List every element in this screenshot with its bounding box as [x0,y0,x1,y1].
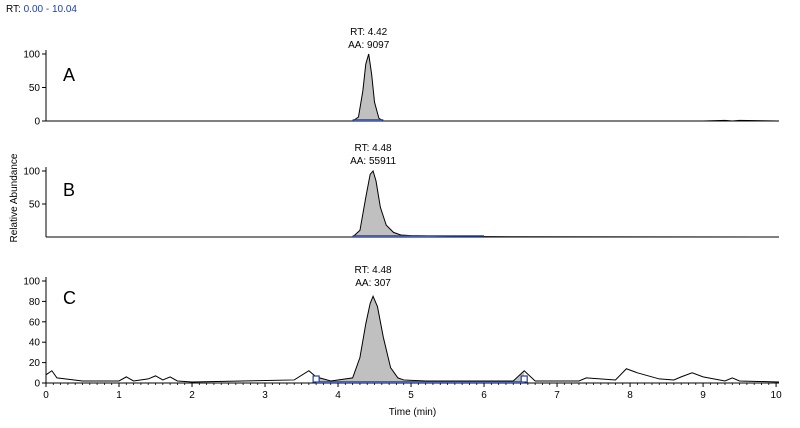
panel-a-ytick-label: 0 [34,117,40,128]
panel-c-peak-area [316,296,525,383]
x-tick-label: 6 [481,390,487,401]
x-tick-label: 1 [116,390,122,401]
panel-a-ytick-label: 100 [23,50,40,61]
panel-b-peak-area [352,171,485,237]
panel-c-ytick-label: 60 [29,317,41,328]
panel-b-label: B [63,180,75,200]
x-axis-label: Time (min) [389,407,436,418]
panel-c-ytick-label: 40 [29,338,41,349]
rt-label: RT: [6,4,21,15]
panel-c-baseline-marker [520,375,528,383]
x-tick-label: 2 [189,390,195,401]
x-tick-label: 8 [627,390,633,401]
x-tick-label: 4 [335,390,341,401]
x-tick-label: 0 [43,390,49,401]
panel-c-annotation-aa: AA: 307 [355,278,391,289]
panel-b-trace [46,169,780,238]
x-tick-label: 7 [554,390,560,401]
panel-a-annotation-aa: AA: 9097 [348,40,390,51]
panel-c-baseline-marker [312,375,320,383]
x-tick-label: 10 [771,390,783,401]
panel-b-ytick-label: 100 [23,167,40,178]
panel-c-annotation-rt: RT: 4.48 [355,265,392,276]
panel-b-annotation-aa: AA: 55911 [350,156,396,167]
panel-c-ytick-label: 0 [34,379,40,390]
panel-c-trace [45,295,780,383]
rt-range-value: 0.00 - 10.04 [23,4,77,15]
panel-c-label: C [63,288,76,308]
panel-c-ytick-label: 100 [23,277,40,288]
panel-c-ytick-label: 80 [29,297,41,308]
panel-a-peak-area [352,54,384,121]
panel-a-ytick-label: 50 [29,83,41,94]
x-tick-label: 3 [262,390,268,401]
panel-c-ytick-label: 20 [29,358,41,369]
x-tick-label: 5 [408,390,414,401]
panel-a-trace [46,53,780,122]
panel-a-label: A [63,65,75,85]
panel-b-annotation-rt: RT: 4.48 [355,143,392,154]
panel-b-ytick-label: 50 [29,200,41,211]
panel-a-annotation-rt: RT: 4.42 [350,27,387,38]
y-axis-label: Relative Abundance [9,153,20,242]
x-tick-label: 9 [700,390,706,401]
rt-range-header: RT: 0.00 - 10.04 [6,4,77,15]
